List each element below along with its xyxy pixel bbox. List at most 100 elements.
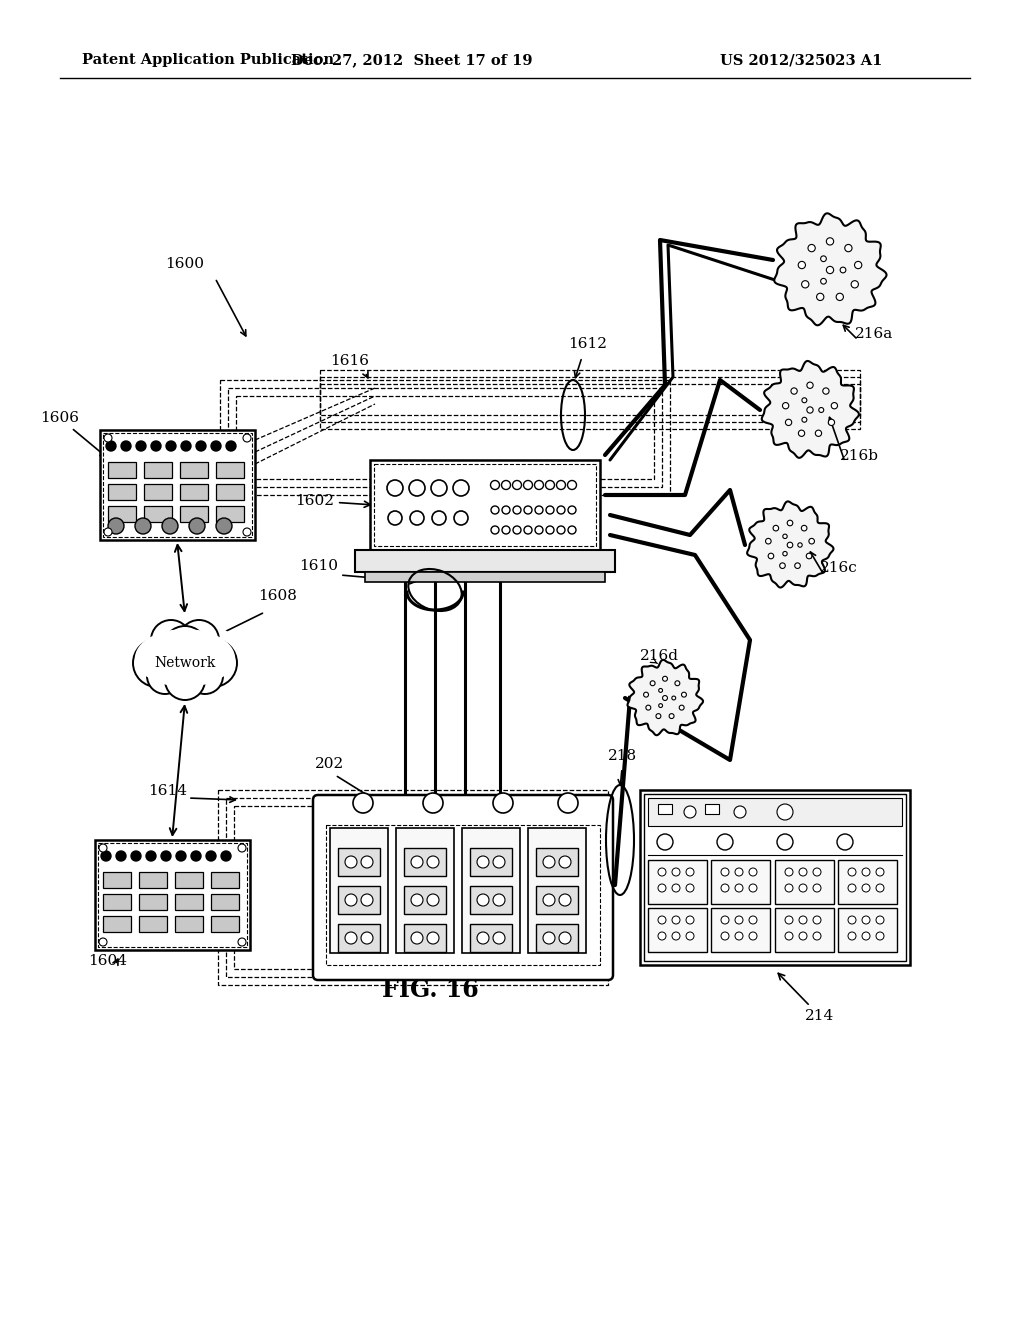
Bar	[648, 908, 707, 952]
Circle shape	[802, 281, 809, 288]
Circle shape	[493, 793, 513, 813]
Circle shape	[851, 281, 858, 288]
Bar	[234, 807, 592, 969]
Circle shape	[799, 869, 807, 876]
Circle shape	[131, 851, 141, 861]
Circle shape	[815, 430, 821, 437]
Circle shape	[410, 511, 424, 525]
Circle shape	[238, 843, 246, 851]
Circle shape	[411, 932, 423, 944]
Bar	[139, 873, 167, 888]
Bar	[139, 916, 167, 932]
Ellipse shape	[135, 630, 234, 686]
Circle shape	[108, 517, 124, 535]
Circle shape	[543, 894, 555, 906]
Bar	[648, 799, 902, 826]
Circle shape	[104, 528, 112, 536]
Text: 1608: 1608	[258, 589, 297, 603]
Circle shape	[785, 932, 793, 940]
Circle shape	[361, 855, 373, 869]
Bar	[326, 825, 600, 965]
Circle shape	[749, 916, 757, 924]
Bar	[319, 370, 860, 414]
Circle shape	[161, 851, 171, 861]
Circle shape	[559, 855, 571, 869]
Circle shape	[345, 894, 357, 906]
Circle shape	[816, 293, 824, 301]
Bar	[220, 380, 670, 495]
Circle shape	[490, 480, 500, 490]
Circle shape	[189, 639, 237, 686]
Bar	[658, 804, 672, 814]
Bar	[470, 847, 512, 876]
Circle shape	[862, 884, 870, 892]
Polygon shape	[762, 360, 859, 458]
Circle shape	[427, 932, 439, 944]
Circle shape	[721, 916, 729, 924]
Circle shape	[490, 506, 499, 513]
Circle shape	[785, 420, 792, 425]
Circle shape	[672, 869, 680, 876]
Circle shape	[513, 525, 521, 535]
Bar	[370, 459, 600, 550]
Circle shape	[672, 932, 680, 940]
Circle shape	[557, 506, 565, 513]
Circle shape	[650, 681, 655, 685]
Circle shape	[106, 441, 116, 451]
Circle shape	[477, 894, 489, 906]
Text: Patent Application Publication: Patent Application Publication	[82, 53, 334, 67]
Circle shape	[524, 506, 532, 513]
Bar	[236, 396, 654, 479]
Bar	[396, 828, 454, 953]
Bar	[838, 908, 897, 952]
Circle shape	[559, 894, 571, 906]
Bar	[216, 462, 244, 478]
Bar	[228, 388, 662, 487]
Circle shape	[116, 851, 126, 861]
Circle shape	[837, 834, 853, 850]
Circle shape	[862, 869, 870, 876]
Circle shape	[431, 480, 447, 496]
Circle shape	[721, 932, 729, 940]
Circle shape	[795, 562, 801, 569]
Circle shape	[490, 525, 499, 535]
Circle shape	[819, 408, 823, 412]
Text: 1610: 1610	[299, 558, 338, 573]
Bar	[144, 506, 172, 521]
Text: 216a: 216a	[855, 327, 893, 341]
Circle shape	[686, 869, 694, 876]
Circle shape	[782, 403, 788, 409]
Text: 214: 214	[778, 973, 835, 1023]
Bar	[536, 886, 578, 913]
Circle shape	[493, 855, 505, 869]
Circle shape	[799, 884, 807, 892]
Circle shape	[543, 932, 555, 944]
Polygon shape	[748, 502, 834, 587]
Circle shape	[411, 855, 423, 869]
Circle shape	[243, 528, 251, 536]
Text: 1614: 1614	[148, 784, 187, 799]
Bar	[374, 465, 596, 546]
Circle shape	[669, 714, 674, 718]
Circle shape	[559, 932, 571, 944]
Circle shape	[840, 267, 846, 273]
Bar	[216, 506, 244, 521]
Bar	[226, 799, 600, 977]
Text: US 2012/325023 A1: US 2012/325023 A1	[720, 53, 883, 67]
Circle shape	[876, 916, 884, 924]
Circle shape	[644, 692, 648, 697]
Circle shape	[99, 939, 106, 946]
Bar	[528, 828, 586, 953]
Circle shape	[543, 855, 555, 869]
Circle shape	[717, 834, 733, 850]
Circle shape	[799, 932, 807, 940]
Circle shape	[535, 480, 544, 490]
Circle shape	[147, 657, 183, 694]
Bar	[216, 484, 244, 500]
Circle shape	[427, 894, 439, 906]
Bar	[365, 572, 605, 582]
Bar	[180, 484, 208, 500]
Circle shape	[820, 279, 826, 284]
Circle shape	[813, 932, 821, 940]
Circle shape	[477, 855, 489, 869]
